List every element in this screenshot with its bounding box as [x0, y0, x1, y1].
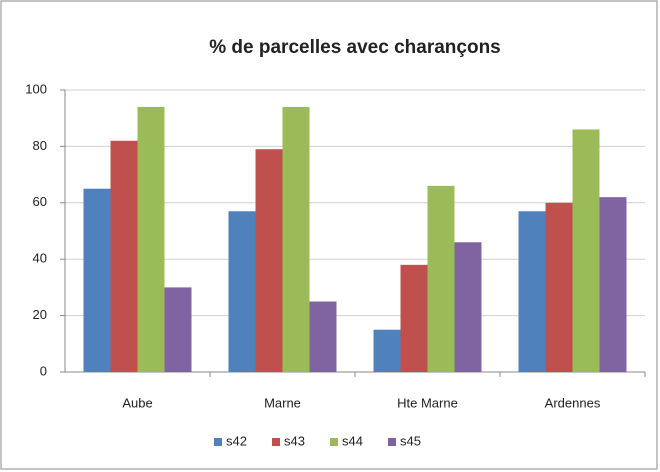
legend-label: s44 [342, 433, 363, 448]
bar [255, 149, 283, 372]
chart-title: % de parcelles avec charançons [209, 37, 501, 58]
bar [228, 211, 256, 372]
bar [545, 202, 573, 372]
bar [427, 185, 455, 372]
bar [137, 106, 165, 373]
bar [110, 140, 138, 372]
x-tick-label: Marne [264, 395, 301, 410]
y-tick-label: 20 [33, 307, 47, 322]
legend-swatch [272, 438, 280, 446]
y-tick-label: 40 [33, 251, 47, 266]
bar [164, 287, 192, 372]
bar [282, 106, 310, 373]
y-tick-label: 0 [40, 363, 47, 378]
y-tick-label: 100 [25, 81, 47, 96]
bar [572, 129, 600, 372]
bar [518, 211, 546, 372]
y-tick-label: 80 [33, 138, 47, 153]
legend-label: s45 [400, 433, 421, 448]
legend-swatch [388, 438, 396, 446]
legend-swatch [330, 438, 338, 446]
legend-label: s43 [284, 433, 305, 448]
legend-swatch [214, 438, 222, 446]
bar [309, 301, 337, 372]
bar [400, 264, 428, 372]
bar [373, 329, 401, 372]
x-tick-label: Aube [122, 395, 152, 410]
bar [599, 197, 627, 372]
bar [454, 242, 482, 372]
x-tick-label: Hte Marne [397, 395, 458, 410]
x-tick-label: Ardennes [545, 395, 601, 410]
bar [83, 188, 111, 372]
y-tick-label: 60 [33, 194, 47, 209]
legend-label: s42 [226, 433, 247, 448]
